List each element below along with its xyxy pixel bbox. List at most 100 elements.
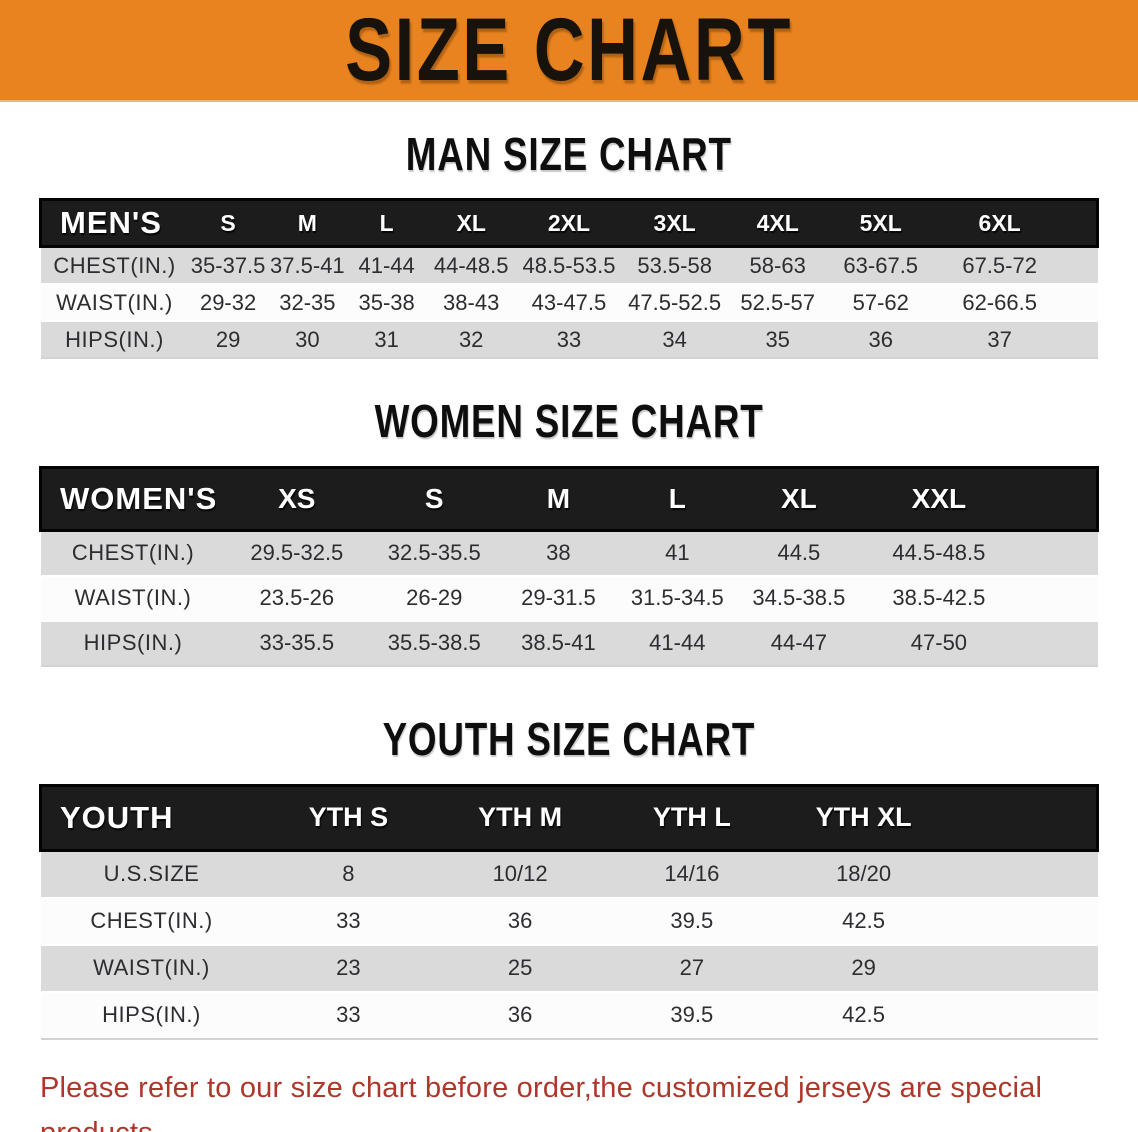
spacer-cell [1018,465,1100,532]
size-column-header: S [188,198,268,249]
spacer-cell [1065,284,1098,323]
size-value-cell: 44-48.5 [426,246,517,286]
size-value-cell: 44.5 [738,530,860,577]
youth-size-table-grid: YOUTH YTH S YTH M YTH L YTH XL U.S.SIZE 8 10/12… [39,783,1100,1040]
size-value-cell: 67.5-72 [933,246,1066,286]
size-value-cell: 44.5-48.5 [859,530,1019,577]
size-column-header: 3XL [621,198,728,249]
measurement-row: WAIST(IN.) 23.5-26 26-29 29-31.5 31.5-34.5 34… [40,575,1098,622]
size-value-cell: 37 [933,321,1066,360]
measurement-row: CHEST(IN.) 29.5-32.5 32.5-35.5 38 41 44.5 44.5… [40,530,1098,577]
spacer-cell [1065,246,1098,286]
size-value-cell: 29 [188,321,268,360]
size-value-cell: 27 [605,944,778,993]
size-value-cell: 34 [621,321,728,360]
size-value-cell: 36 [434,897,606,946]
size-column-header: 4XL [727,198,828,249]
size-value-cell: 34.5-38.5 [738,575,860,622]
measurement-label: U.S.SIZE [40,850,263,899]
youth-size-table: YOUTH YTH S YTH M YTH L YTH XL U.S.SIZE 8 10/12… [39,783,1100,1040]
size-value-cell: 62-66.5 [933,284,1066,323]
measurement-row: HIPS(IN.) 33-35.5 35.5-38.5 38.5-41 41-44 44-… [40,620,1098,667]
men-chart-heading-text: MAN SIZE CHART [405,128,733,180]
banner: SIZE CHART [0,0,1138,102]
spacer-cell [949,944,1098,993]
men-chart-heading: MAN SIZE CHART [0,128,1138,180]
size-column-header: YTH L [605,783,778,852]
size-column-header: XS [225,465,369,532]
youth-table-title: YOUTH [39,783,263,852]
size-value-cell: 33 [262,897,435,946]
banner-title: SIZE CHART [345,0,793,100]
youth-chart-heading-text: YOUTH SIZE CHART [382,712,756,765]
spacer-cell [949,783,1100,852]
size-value-cell: 39.5 [605,897,778,946]
measurement-row: WAIST(IN.) 23 25 27 29 [40,944,1098,993]
size-column-header: L [347,198,427,249]
size-column-header: YTH M [434,783,606,852]
measurement-row: WAIST(IN.) 29-32 32-35 35-38 38-43 43-47.5 47.… [40,284,1098,323]
size-value-cell: 31 [347,321,427,360]
spacer-cell [949,897,1098,946]
disclaimer-line1: Please refer to our size chart before or… [40,1071,1043,1132]
measurement-label: CHEST(IN.) [40,897,263,946]
size-value-cell: 38.5-41 [500,620,617,667]
size-value-cell: 32 [426,321,517,360]
size-value-cell: 48.5-53.5 [516,246,622,286]
youth-header-row: YOUTH YTH S YTH M YTH L YTH XL [39,783,1100,852]
size-column-header: XXL [859,465,1019,532]
size-column-header: 2XL [516,198,622,249]
size-value-cell: 35-37.5 [188,246,268,286]
measurement-label: WAIST(IN.) [40,284,189,323]
size-value-cell: 53.5-58 [621,246,728,286]
size-value-cell: 43-47.5 [516,284,622,323]
size-value-cell: 38 [500,530,617,577]
women-size-table: WOMEN'S XS S M L XL XXL CHEST(IN.) 29.5-32.5 32.5… [39,465,1100,667]
size-column-header: M [500,465,617,532]
men-header-row: MEN'S S M L XL 2XL 3XL 4XL 5XL 6XL [39,198,1099,249]
size-column-header: YTH S [262,783,435,852]
size-column-header: S [368,465,501,532]
size-value-cell: 29-31.5 [500,575,617,622]
measurement-row: HIPS(IN.) 33 36 39.5 42.5 [40,991,1098,1040]
size-value-cell: 41-44 [616,620,739,667]
size-value-cell: 23 [262,944,435,993]
size-value-cell: 42.5 [777,991,950,1040]
size-value-cell: 35-38 [347,284,427,323]
measurement-row: HIPS(IN.) 29 30 31 32 33 34 35 36 37 [40,321,1098,360]
spacer-cell [1018,530,1098,577]
women-table-title: WOMEN'S [39,465,226,532]
size-value-cell: 32-35 [267,284,347,323]
size-value-cell: 35 [727,321,828,360]
size-value-cell: 39.5 [605,991,778,1040]
spacer-cell [1018,575,1098,622]
size-value-cell: 33 [516,321,622,360]
measurement-row: U.S.SIZE 8 10/12 14/16 18/20 [40,850,1098,899]
size-value-cell: 36 [434,991,606,1040]
women-header-row: WOMEN'S XS S M L XL XXL [39,465,1100,532]
size-value-cell: 29.5-32.5 [225,530,369,577]
size-value-cell: 42.5 [777,897,950,946]
spacer-cell [1065,198,1099,249]
size-value-cell: 37.5-41 [267,246,347,286]
spacer-cell [1065,321,1098,360]
youth-chart-heading: YOUTH SIZE CHART [0,712,1138,765]
size-column-header: YTH XL [777,783,950,852]
men-size-table-grid: MEN'S S M L XL 2XL 3XL 4XL 5XL 6XL CHEST(IN.) 35-37… [39,198,1099,360]
size-value-cell: 33-35.5 [225,620,369,667]
size-value-cell: 47-50 [859,620,1019,667]
size-column-header: L [616,465,739,532]
size-column-header: 6XL [933,198,1066,249]
measurement-row: CHEST(IN.) 35-37.5 37.5-41 41-44 44-48.5 48.5… [40,246,1098,286]
men-size-table: MEN'S S M L XL 2XL 3XL 4XL 5XL 6XL CHEST(IN.) 35-37… [39,198,1099,360]
size-value-cell: 29-32 [188,284,268,323]
size-value-cell: 8 [262,850,435,899]
measurement-label: HIPS(IN.) [40,321,189,360]
size-value-cell: 41-44 [347,246,427,286]
size-value-cell: 47.5-52.5 [621,284,728,323]
size-column-header: XL [738,465,860,532]
men-table-title: MEN'S [39,198,189,249]
spacer-cell [949,991,1098,1040]
size-value-cell: 52.5-57 [727,284,828,323]
